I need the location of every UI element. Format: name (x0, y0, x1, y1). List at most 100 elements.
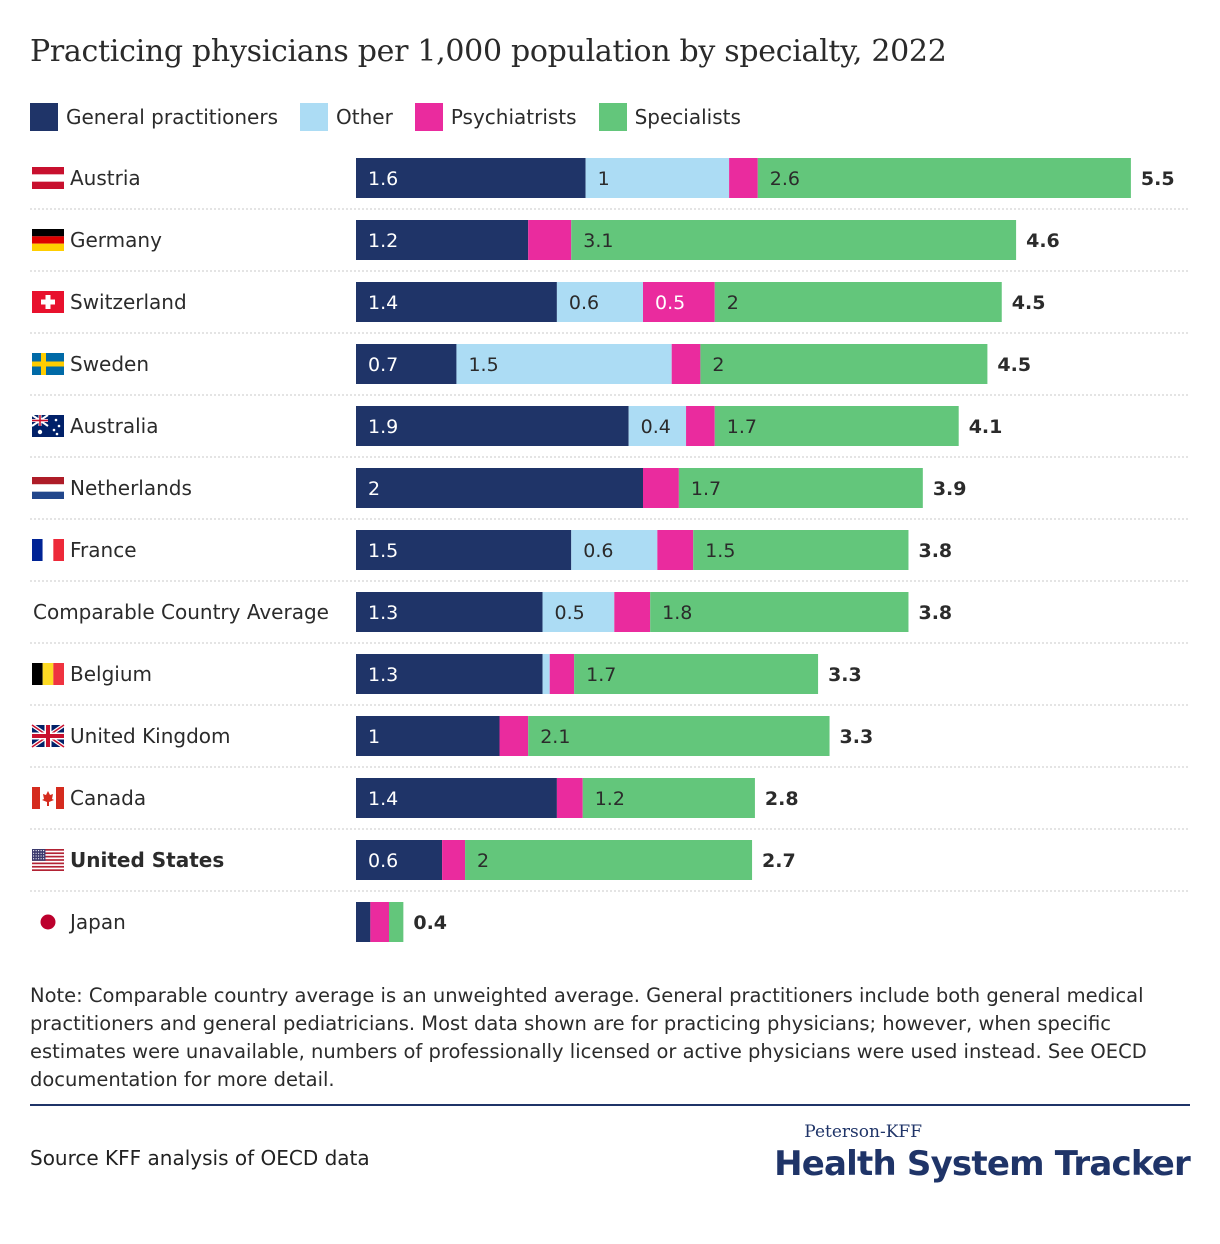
bar-segment (370, 902, 390, 942)
bar-segment (356, 220, 529, 260)
bar-segment (549, 654, 575, 694)
bar-segment (585, 158, 730, 198)
flag-part (32, 787, 40, 809)
bar-segment (643, 468, 679, 508)
flag-part (38, 850, 40, 852)
bar-total-label: 4.5 (997, 354, 1031, 376)
category-label: Switzerland (70, 290, 187, 314)
united-states-flag-icon (32, 849, 64, 871)
chart-row: Sweden 0.7 1.5 2 4.5 (30, 344, 1190, 396)
bar-segment (356, 716, 500, 756)
legend-swatch-other (300, 103, 329, 131)
chart-row: Belgium 1.3 1.7 3.3 (30, 654, 1190, 706)
bar-total-label: 3.9 (933, 478, 967, 500)
bar-value-label: 1.8 (662, 602, 692, 624)
bar-value-label: 1.4 (368, 292, 398, 314)
united-kingdom-flag-icon (30, 723, 66, 749)
bar-total-label: 0.4 (413, 912, 447, 934)
bar-segment (714, 282, 1002, 322)
bar-segment (389, 902, 404, 942)
chart-row: United Kingdom 1 2.1 3.3 (30, 716, 1190, 768)
flag-part (57, 424, 61, 428)
bar-value-label: 1.6 (368, 168, 398, 190)
bar-value-label: 2 (368, 478, 380, 500)
bar-segment (556, 778, 583, 818)
bar-segment (356, 282, 557, 322)
bar-segment (356, 406, 629, 446)
flag-part (40, 855, 42, 857)
belgium-flag-icon (32, 663, 64, 685)
legend-swatch-general-practitioners (30, 103, 58, 131)
bar-segment (499, 716, 529, 756)
flag-part (32, 852, 64, 855)
bar-value-label: 2 (727, 292, 739, 314)
chart-row: France 1.5 0.6 1.5 3.8 (30, 530, 1190, 582)
flag-part (32, 174, 64, 182)
flag-part (32, 734, 64, 738)
chart-row: Australia 1.9 0.4 1.7 4.1 (30, 406, 1190, 458)
flag-part (32, 229, 64, 237)
bar-segment (686, 406, 715, 446)
bar-value-label: 0.5 (655, 292, 685, 314)
category-label: Austria (70, 166, 141, 190)
flag-part (32, 849, 46, 861)
brand-logo: Health System Tracker (774, 1144, 1191, 1184)
flag-part (35, 855, 37, 857)
bar-segment (614, 592, 651, 632)
chart-row: Germany 1.2 3.1 4.6 (30, 220, 1190, 272)
flag-part (33, 852, 35, 854)
chart-legend: General practitioners Other Psychiatrist… (30, 102, 763, 132)
bar-value-label: 2.1 (540, 726, 570, 748)
bar-segment (650, 592, 909, 632)
bar-value-label: 1.5 (368, 540, 398, 562)
bar-segment (456, 344, 672, 384)
flag-part (35, 858, 37, 860)
bar-total-label: 4.6 (1026, 230, 1060, 252)
flag-part (32, 865, 64, 868)
netherlands-flag-icon (32, 477, 64, 499)
category-label: Australia (70, 414, 158, 438)
flag-part (32, 855, 64, 858)
legend-item-specialists: Specialists (598, 103, 741, 131)
legend-item-psychiatrists: Psychiatrists (414, 103, 577, 131)
legend-label: Psychiatrists (450, 105, 577, 129)
category-label: Germany (70, 228, 162, 252)
flag-part (38, 852, 40, 854)
chart-row: Japan 0.4 (40, 902, 447, 942)
flag-part (42, 539, 54, 561)
flag-part (32, 859, 64, 861)
flag-part (40, 914, 56, 930)
bar-segment (442, 840, 466, 880)
flag-part (38, 855, 40, 857)
bar-segment (693, 530, 909, 570)
bar-segment (643, 282, 715, 322)
flag-part (32, 236, 64, 244)
bar-value-label: 1.2 (595, 788, 625, 810)
bar-total-label: 2.8 (765, 788, 799, 810)
bar-value-label: 1.7 (691, 478, 721, 500)
flag-part (40, 852, 42, 854)
bar-value-label: 1.3 (368, 602, 398, 624)
flag-part (33, 858, 35, 860)
bar-value-label: 2 (477, 850, 489, 872)
austria-flag-icon (32, 167, 64, 189)
switzerland-flag-icon (32, 291, 64, 313)
bar-segment (356, 158, 586, 198)
bar-value-label: 0.6 (583, 540, 613, 562)
flag-part (42, 663, 54, 685)
bar-segment (571, 530, 658, 570)
bar-value-label: 1.7 (727, 416, 757, 438)
flag-part (40, 850, 42, 852)
bar-value-label: 1.3 (368, 664, 398, 686)
japan-flag-icon (40, 914, 56, 930)
bar-value-label: 1.7 (586, 664, 616, 686)
stacked-bar-chart: Austria 1.6 1 2.6 5.5 Germany 1.2 3.1 4.6 Switzer… (30, 158, 1190, 942)
legend-swatch-psychiatrists (414, 103, 443, 131)
bar-segment (528, 220, 572, 260)
bar-segment (671, 344, 701, 384)
category-label: Sweden (70, 352, 149, 376)
bar-total-label: 2.7 (762, 850, 796, 872)
bar-segment (678, 468, 923, 508)
sweden-flag-icon (32, 353, 64, 375)
bar-segment (628, 406, 687, 446)
